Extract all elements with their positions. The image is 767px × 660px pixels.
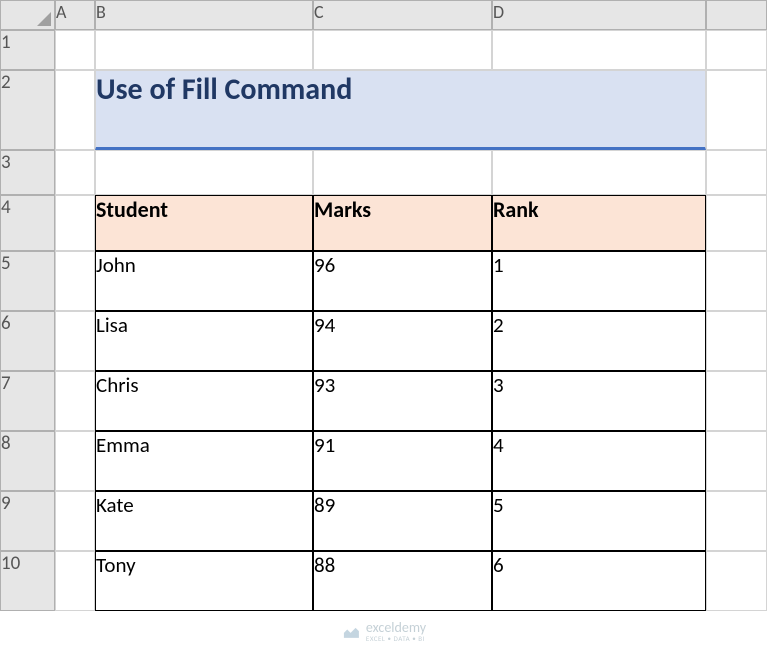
- cell-e10[interactable]: [706, 551, 767, 611]
- row-header-2[interactable]: 2: [0, 70, 55, 150]
- table-row[interactable]: 93: [313, 371, 492, 431]
- table-row[interactable]: Chris: [95, 371, 313, 431]
- watermark-main: exceldemy: [366, 621, 426, 635]
- cell-e8[interactable]: [706, 431, 767, 491]
- row-header-1[interactable]: 1: [0, 30, 55, 70]
- row-header-5[interactable]: 5: [0, 251, 55, 311]
- table-row[interactable]: 88: [313, 551, 492, 611]
- col-header-c[interactable]: C: [313, 0, 492, 30]
- cell-d1[interactable]: [492, 30, 706, 70]
- cell-a7[interactable]: [55, 371, 95, 431]
- cell-a4[interactable]: [55, 195, 95, 251]
- row-header-3[interactable]: 3: [0, 150, 55, 195]
- table-row[interactable]: 89: [313, 491, 492, 551]
- table-row[interactable]: 3: [492, 371, 706, 431]
- cell-b1[interactable]: [95, 30, 313, 70]
- table-row[interactable]: Lisa: [95, 311, 313, 371]
- cell-a2[interactable]: [55, 70, 95, 150]
- watermark: exceldemy EXCEL • DATA • BI: [341, 621, 426, 642]
- row-header-8[interactable]: 8: [0, 431, 55, 491]
- select-all-corner[interactable]: [0, 0, 55, 30]
- table-row[interactable]: 4: [492, 431, 706, 491]
- table-row[interactable]: 6: [492, 551, 706, 611]
- col-header-b[interactable]: B: [95, 0, 313, 30]
- table-row[interactable]: 5: [492, 491, 706, 551]
- table-row[interactable]: Kate: [95, 491, 313, 551]
- table-row[interactable]: 91: [313, 431, 492, 491]
- cell-a3[interactable]: [55, 150, 95, 195]
- cell-a6[interactable]: [55, 311, 95, 371]
- cell-a1[interactable]: [55, 30, 95, 70]
- watermark-icon: [341, 622, 361, 642]
- table-row[interactable]: Tony: [95, 551, 313, 611]
- cell-a5[interactable]: [55, 251, 95, 311]
- table-row[interactable]: 94: [313, 311, 492, 371]
- cell-e6[interactable]: [706, 311, 767, 371]
- watermark-sub: EXCEL • DATA • BI: [366, 635, 426, 642]
- cell-a9[interactable]: [55, 491, 95, 551]
- table-row[interactable]: Emma: [95, 431, 313, 491]
- row-header-7[interactable]: 7: [0, 371, 55, 431]
- cell-e9[interactable]: [706, 491, 767, 551]
- table-row[interactable]: 2: [492, 311, 706, 371]
- cell-a8[interactable]: [55, 431, 95, 491]
- table-row[interactable]: 1: [492, 251, 706, 311]
- table-row[interactable]: John: [95, 251, 313, 311]
- spreadsheet-grid: A B C D 1 2 Use of Fill Command 3 4 Stud…: [0, 0, 767, 611]
- row-header-9[interactable]: 9: [0, 491, 55, 551]
- cell-e4[interactable]: [706, 195, 767, 251]
- table-header-marks[interactable]: Marks: [313, 195, 492, 251]
- col-header-blank[interactable]: [706, 0, 767, 30]
- cell-c1[interactable]: [313, 30, 492, 70]
- col-header-a[interactable]: A: [55, 0, 95, 30]
- cell-e5[interactable]: [706, 251, 767, 311]
- cell-b3[interactable]: [95, 150, 313, 195]
- cell-e1[interactable]: [706, 30, 767, 70]
- cell-c3[interactable]: [313, 150, 492, 195]
- cell-d3[interactable]: [492, 150, 706, 195]
- cell-e3[interactable]: [706, 150, 767, 195]
- row-header-10[interactable]: 10: [0, 551, 55, 611]
- table-row[interactable]: 96: [313, 251, 492, 311]
- cell-e7[interactable]: [706, 371, 767, 431]
- cell-a10[interactable]: [55, 551, 95, 611]
- cell-e2[interactable]: [706, 70, 767, 150]
- table-header-rank[interactable]: Rank: [492, 195, 706, 251]
- row-header-4[interactable]: 4: [0, 195, 55, 251]
- title-cell[interactable]: Use of Fill Command: [95, 70, 706, 150]
- col-header-d[interactable]: D: [492, 0, 706, 30]
- table-header-student[interactable]: Student: [95, 195, 313, 251]
- row-header-6[interactable]: 6: [0, 311, 55, 371]
